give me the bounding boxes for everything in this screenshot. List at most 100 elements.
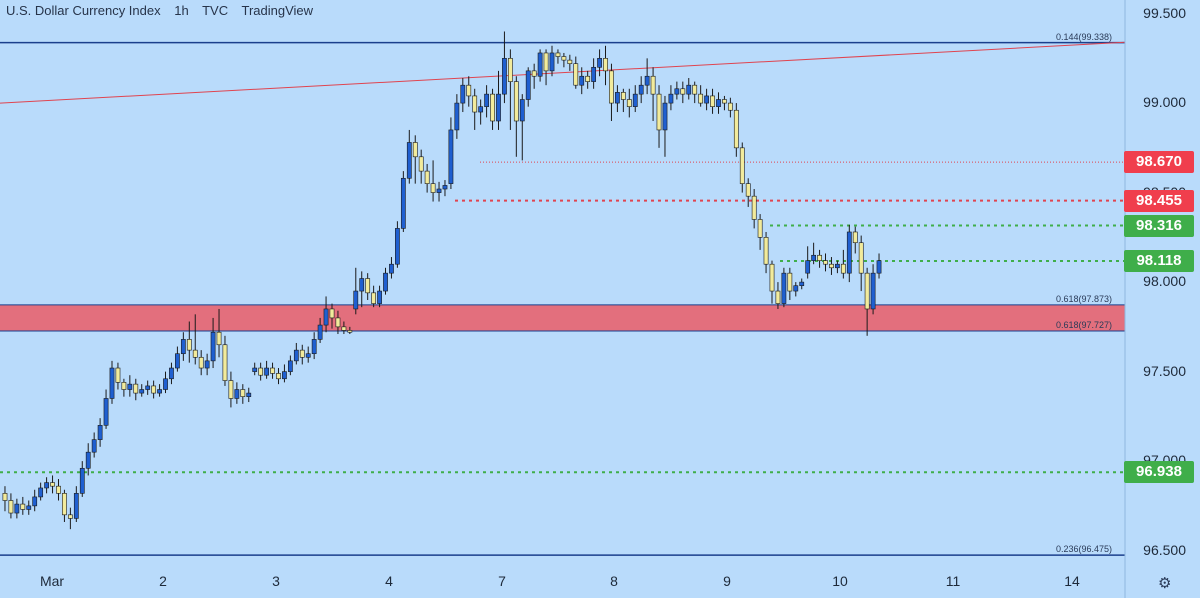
- candle-body: [270, 367, 275, 374]
- y-tick-label: 98.000: [1143, 273, 1186, 290]
- candle-body: [264, 367, 269, 376]
- candle-body: [478, 106, 484, 113]
- candle-body: [157, 389, 162, 394]
- candle-body: [496, 93, 501, 122]
- candle: [727, 97, 733, 118]
- x-tick-label: 7: [498, 573, 506, 589]
- candle-body: [210, 331, 216, 362]
- interval-label[interactable]: 1h: [174, 3, 189, 18]
- candle: [549, 45, 555, 77]
- candle-body: [311, 339, 317, 355]
- candle-body: [716, 99, 721, 107]
- x-tick-label: 2: [159, 573, 167, 589]
- candle-body: [317, 324, 323, 340]
- x-tick-label: 8: [610, 573, 618, 589]
- candle: [769, 260, 775, 304]
- candle: [234, 382, 240, 404]
- candle-body: [305, 353, 311, 358]
- candle-body: [484, 93, 489, 107]
- candle-body: [353, 290, 359, 310]
- candle-body: [32, 496, 38, 507]
- candle: [109, 360, 115, 404]
- candle-body: [442, 185, 448, 190]
- candle-body: [704, 95, 709, 104]
- candle-body: [389, 263, 394, 274]
- candle-body: [561, 56, 567, 61]
- candle-body: [751, 195, 757, 220]
- candle-body: [733, 109, 739, 149]
- settings-gear-icon[interactable]: ⚙: [1158, 575, 1172, 592]
- candle-body: [8, 500, 14, 514]
- candle-body: [757, 219, 763, 238]
- candle-body: [400, 177, 406, 229]
- candle-body: [258, 367, 264, 376]
- candle-body: [406, 142, 412, 179]
- candlestick-series: [2, 31, 882, 530]
- candle-body: [2, 493, 8, 501]
- candle-body: [573, 63, 579, 86]
- candle: [698, 85, 704, 107]
- candle-body: [79, 467, 85, 494]
- candle-body: [680, 88, 686, 95]
- candle: [454, 94, 460, 139]
- candle-body: [650, 75, 656, 95]
- candle: [781, 267, 787, 308]
- candle-body: [549, 52, 555, 72]
- candle-body: [186, 339, 192, 351]
- candle: [151, 380, 157, 399]
- candle: [597, 49, 602, 77]
- candle: [406, 129, 412, 184]
- candle: [335, 310, 341, 335]
- candle: [258, 362, 264, 381]
- candle-body: [769, 263, 775, 292]
- candle: [20, 496, 26, 515]
- candle: [180, 332, 186, 361]
- candle-body: [377, 290, 382, 304]
- candle-body: [234, 389, 240, 399]
- candle-body: [858, 242, 864, 274]
- candle: [716, 92, 721, 114]
- candle: [567, 54, 573, 71]
- candle-body: [472, 95, 478, 113]
- candle: [38, 482, 44, 501]
- candle: [531, 63, 537, 89]
- candle: [603, 45, 608, 86]
- candle: [163, 371, 168, 394]
- candle-body: [644, 75, 650, 86]
- y-tick-label: 99.000: [1143, 94, 1186, 111]
- candle: [846, 224, 852, 283]
- candle: [115, 362, 121, 390]
- symbol-name: U.S. Dollar Currency Index: [6, 3, 161, 18]
- candle: [293, 342, 299, 365]
- candle-body: [163, 378, 168, 390]
- candle: [175, 346, 180, 372]
- candle-body: [103, 398, 109, 426]
- candle-body: [44, 482, 49, 489]
- source-label: TradingView: [241, 3, 314, 18]
- candle: [490, 88, 495, 130]
- candle: [44, 477, 49, 494]
- candle-body: [739, 147, 745, 184]
- candle-body: [424, 170, 430, 184]
- candle: [484, 85, 489, 118]
- candle-body: [840, 263, 846, 274]
- candle-body: [192, 349, 198, 358]
- price-badge: 98.455: [1124, 189, 1194, 212]
- candle-body: [490, 93, 495, 122]
- candle: [591, 58, 597, 89]
- candle: [418, 149, 424, 184]
- candle: [466, 76, 472, 107]
- candle-body: [383, 272, 388, 292]
- candle: [864, 267, 870, 336]
- candle-body: [109, 367, 115, 399]
- candle-body: [282, 371, 287, 380]
- candle: [835, 260, 840, 274]
- candle-body: [656, 93, 662, 131]
- candle: [2, 486, 8, 512]
- fib-level-label: 0.144(99.338): [1056, 31, 1113, 42]
- candle: [632, 85, 638, 113]
- candle-body: [626, 99, 632, 107]
- candle-body: [329, 308, 335, 319]
- support-zone: [0, 304, 1125, 332]
- candle: [85, 443, 91, 476]
